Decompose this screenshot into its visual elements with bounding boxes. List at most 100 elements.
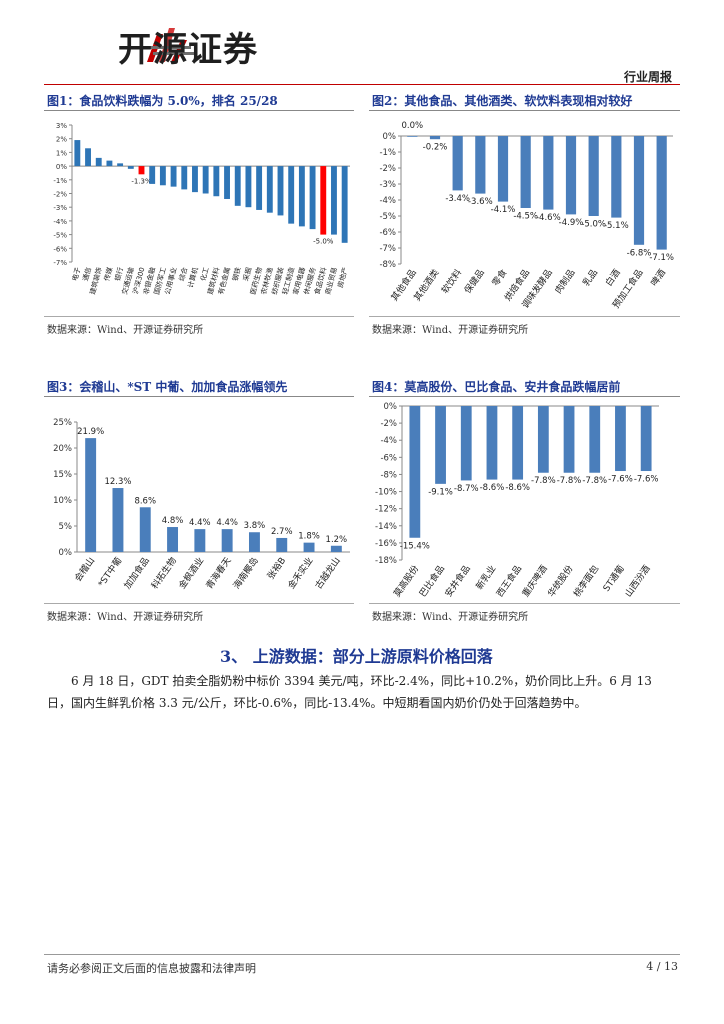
category-label: 科拓生物 bbox=[149, 555, 179, 591]
bar bbox=[298, 166, 305, 227]
data-label: -3.6% bbox=[468, 197, 493, 207]
data-label: -3.4% bbox=[445, 194, 470, 204]
bar bbox=[170, 166, 177, 187]
bar bbox=[497, 136, 509, 202]
bar bbox=[615, 406, 626, 472]
data-label: -7.8% bbox=[582, 476, 607, 486]
bar bbox=[85, 148, 91, 167]
fig1-title: 图1：食品饮料跌幅为 5.0%，排名 25/28 bbox=[47, 94, 278, 108]
section-paragraph: 6 月 18 日，GDT 拍卖全脂奶粉中标价 3394 美元/吨，环比-2.4%… bbox=[47, 674, 652, 710]
category-label: 安井食品 bbox=[442, 563, 472, 599]
category-label: 山西汾酒 bbox=[623, 563, 653, 599]
y-tick-label: 1% bbox=[56, 149, 67, 157]
bar bbox=[409, 406, 421, 538]
y-tick-label: -1% bbox=[379, 148, 396, 158]
bar bbox=[309, 166, 316, 230]
fig4-title: 图4：莫高股份、巴比食品、安井食品跌幅居前 bbox=[372, 380, 621, 394]
y-tick-label: -2% bbox=[380, 419, 397, 429]
fig3-rule bbox=[44, 396, 354, 397]
category-label: 张裕B bbox=[265, 555, 289, 582]
bar bbox=[138, 166, 145, 175]
y-tick-label: 0% bbox=[59, 548, 73, 558]
category-label: 传媒 bbox=[102, 266, 114, 282]
bar bbox=[266, 166, 273, 213]
bar bbox=[475, 136, 486, 194]
y-tick-label: -12% bbox=[375, 505, 397, 515]
bar bbox=[277, 166, 284, 216]
y-tick-label: -1% bbox=[53, 177, 67, 185]
y-tick-label: -8% bbox=[380, 470, 397, 480]
category-label: 金禾实业 bbox=[285, 555, 315, 591]
category-label: 保健品 bbox=[461, 267, 486, 296]
y-tick-label: -8% bbox=[379, 260, 396, 270]
bar bbox=[611, 136, 622, 218]
y-tick-label: 2% bbox=[56, 136, 67, 144]
data-label: -5.0% bbox=[313, 238, 334, 246]
category-label: 乳品 bbox=[580, 267, 600, 289]
y-tick-label: 15% bbox=[53, 470, 72, 480]
category-label: 银行 bbox=[113, 266, 125, 282]
y-tick-label: 5% bbox=[59, 522, 73, 532]
bar bbox=[221, 529, 233, 552]
data-label: -5.0% bbox=[581, 220, 606, 230]
fig2-bottom-rule bbox=[369, 316, 680, 317]
data-label: 12.3% bbox=[104, 477, 131, 487]
logo-text: 开源证券 bbox=[118, 30, 258, 70]
bar bbox=[245, 166, 252, 208]
bar bbox=[256, 166, 263, 210]
data-label: -7.6% bbox=[634, 475, 659, 485]
category-label: 加加食品 bbox=[121, 555, 151, 591]
report-type: 行业周报 bbox=[623, 70, 672, 84]
data-label: -7.6% bbox=[608, 475, 633, 485]
bar bbox=[117, 163, 124, 167]
y-tick-label: -2% bbox=[53, 191, 67, 199]
data-label: 4.4% bbox=[216, 518, 238, 528]
bar bbox=[565, 136, 577, 215]
data-label: 0.0% bbox=[402, 121, 424, 131]
bar bbox=[486, 406, 498, 480]
y-tick-label: 0% bbox=[56, 163, 67, 171]
data-label: -0.2% bbox=[423, 143, 448, 153]
y-tick-label: 20% bbox=[53, 444, 72, 454]
category-label: 啤酒 bbox=[648, 267, 668, 289]
bar bbox=[127, 166, 134, 169]
y-tick-label: 10% bbox=[53, 496, 72, 506]
data-label: -1.3% bbox=[131, 177, 152, 185]
y-tick-label: -6% bbox=[379, 228, 396, 238]
bar bbox=[192, 166, 198, 193]
data-label: -7.8% bbox=[557, 476, 582, 486]
data-label: -8.6% bbox=[480, 483, 505, 493]
y-tick-label: -4% bbox=[380, 436, 397, 446]
footer-rule bbox=[44, 954, 680, 955]
bar bbox=[139, 507, 151, 552]
data-label: -7.8% bbox=[531, 476, 556, 486]
bar bbox=[288, 166, 295, 224]
bar bbox=[194, 529, 206, 552]
data-label: 4.4% bbox=[189, 518, 211, 528]
bar bbox=[512, 406, 524, 480]
category-label: 西王食品 bbox=[494, 563, 524, 599]
fig4-chart: 0% -2% -4% -6% -8% -10% -12% -14% -16% -18%-15.4%… bbox=[375, 402, 659, 599]
category-label: 钢铁 bbox=[230, 266, 242, 282]
category-label: 巴比食品 bbox=[417, 563, 447, 599]
data-label: 3.8% bbox=[244, 521, 266, 531]
fig2-rule bbox=[369, 110, 680, 111]
y-tick-label: 0% bbox=[384, 402, 398, 412]
bar bbox=[543, 136, 554, 210]
data-label: -4.6% bbox=[536, 213, 561, 223]
fig3-source: 数据来源：Wind、开源证券研究所 bbox=[47, 612, 204, 623]
bar bbox=[167, 527, 179, 552]
fig2-title: 图2：其他食品、其他酒类、软饮料表现相对较好 bbox=[372, 94, 633, 108]
fig3-bottom-rule bbox=[44, 603, 354, 604]
fig4-bottom-rule bbox=[369, 603, 680, 604]
category-label: 会稽山 bbox=[72, 555, 97, 584]
bar bbox=[320, 166, 327, 235]
bar bbox=[537, 406, 549, 473]
category-label: ST通葡 bbox=[600, 563, 627, 594]
fig3-title: 图3：会稽山、*ST 中葡、加加食品涨幅领先 bbox=[47, 380, 288, 394]
category-label: 白酒 bbox=[603, 267, 623, 289]
bar bbox=[303, 542, 315, 552]
bar bbox=[85, 438, 97, 552]
y-tick-label: -3% bbox=[379, 180, 396, 190]
bar bbox=[95, 157, 102, 167]
